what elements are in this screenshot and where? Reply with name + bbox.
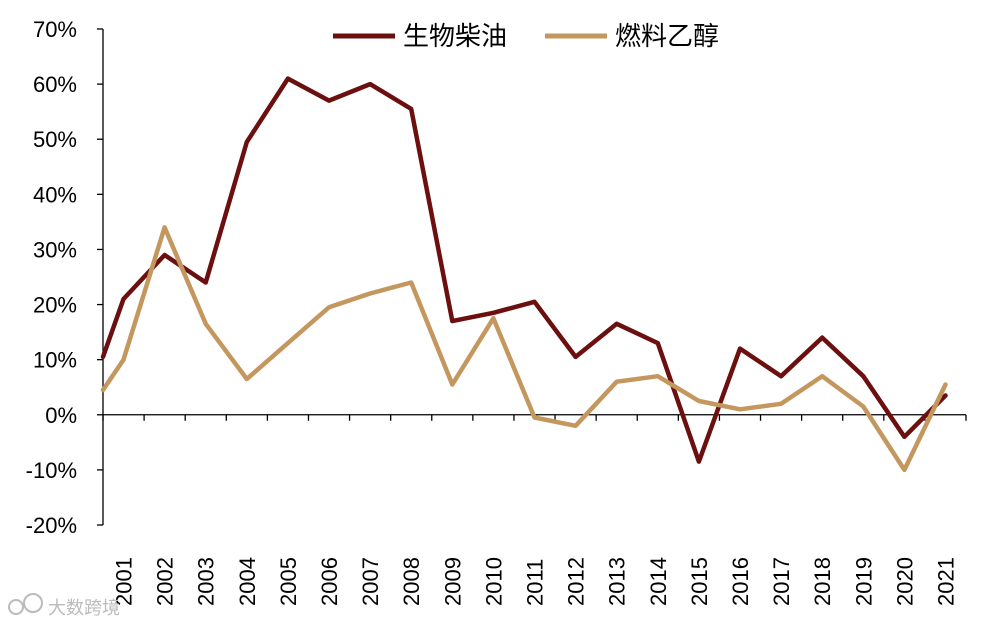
chart-series bbox=[100, 76, 948, 473]
chart-axes: -20% -10% 0% 10% 20% 30% 40% 50% 60% 70% 2001 2002 2… bbox=[26, 17, 967, 606]
x-tick-label: 2012 bbox=[564, 557, 589, 606]
y-tick-label: 40% bbox=[33, 182, 77, 207]
x-tick-label: 2017 bbox=[769, 557, 794, 606]
watermark-text: 大数跨境 bbox=[48, 598, 120, 619]
x-tick-label: 2005 bbox=[276, 557, 301, 606]
legend-label-fuel-ethanol: 燃料乙醇 bbox=[615, 22, 719, 52]
x-tick-label: 2001 bbox=[112, 557, 137, 606]
x-tick-label: 2008 bbox=[399, 557, 424, 606]
x-tick-label: 2010 bbox=[481, 557, 506, 606]
watermark: 大数跨境 bbox=[8, 593, 120, 619]
x-tick-label: 2006 bbox=[317, 557, 342, 606]
x-tick-label: 2016 bbox=[728, 557, 753, 606]
y-tick-label: 70% bbox=[33, 17, 77, 42]
x-tick-label: 2021 bbox=[933, 557, 958, 606]
x-tick-label: 2018 bbox=[810, 557, 835, 606]
x-tick-label: 2009 bbox=[440, 557, 465, 606]
x-tick-label: 2003 bbox=[194, 557, 219, 606]
watermark-logo-icon bbox=[23, 593, 43, 613]
y-tick-label: 30% bbox=[33, 237, 77, 262]
x-tick-label: 2004 bbox=[235, 557, 260, 606]
watermark-logo-icon bbox=[8, 599, 24, 615]
x-tick-label: 2014 bbox=[646, 557, 671, 606]
y-tick-label: -20% bbox=[26, 513, 77, 538]
series-line-biodiesel bbox=[100, 76, 948, 464]
y-tick-label: 10% bbox=[33, 348, 77, 373]
x-tick-label: 2007 bbox=[358, 557, 383, 606]
x-tick-label: 2015 bbox=[687, 557, 712, 606]
x-tick-label: 2013 bbox=[605, 557, 630, 606]
y-tick-label: 50% bbox=[33, 127, 77, 152]
legend-label-biodiesel: 生物柴油 bbox=[403, 22, 507, 52]
x-tick-label: 2019 bbox=[851, 557, 876, 606]
y-tick-label: 0% bbox=[45, 403, 77, 428]
y-tick-label: -10% bbox=[26, 458, 77, 483]
series-line-fuel-ethanol bbox=[100, 225, 948, 473]
y-tick-label: 60% bbox=[33, 72, 77, 97]
x-tick-label: 2020 bbox=[892, 557, 917, 606]
x-tick-label: 2011 bbox=[523, 559, 548, 606]
x-tick-label: 2002 bbox=[153, 557, 178, 606]
y-tick-label: 20% bbox=[33, 293, 77, 318]
chart-legend: 生物柴油 燃料乙醇 bbox=[333, 22, 719, 52]
